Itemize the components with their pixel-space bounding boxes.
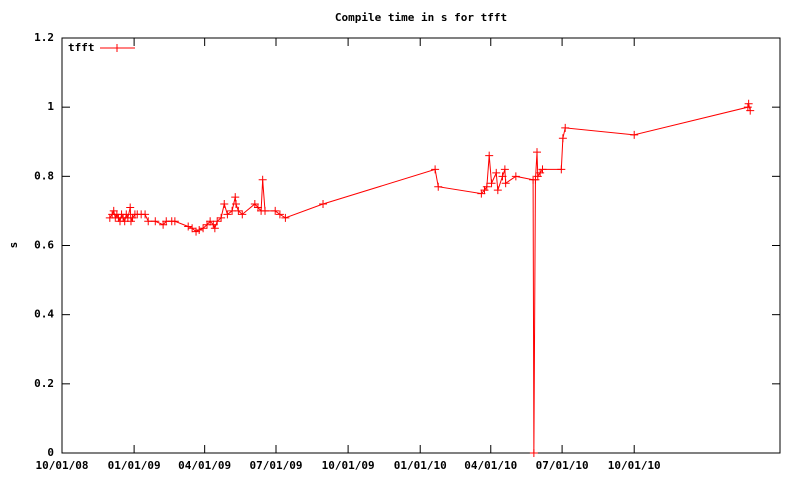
y-tick-label: 0 bbox=[47, 446, 54, 459]
point-marker bbox=[281, 213, 290, 222]
point-marker bbox=[231, 193, 240, 202]
x-tick-label: 01/01/10 bbox=[394, 459, 447, 472]
point-marker bbox=[493, 186, 502, 195]
point-marker bbox=[213, 217, 222, 226]
plot-border bbox=[61, 37, 781, 454]
point-marker bbox=[492, 168, 501, 177]
point-marker bbox=[170, 217, 179, 226]
y-tick-label: 1 bbox=[47, 100, 54, 113]
point-marker bbox=[195, 225, 204, 234]
point-marker bbox=[232, 200, 241, 208]
point-marker bbox=[210, 224, 219, 233]
x-tick-label: 07/01/10 bbox=[536, 459, 589, 472]
x-tick-label: 04/01/10 bbox=[464, 459, 517, 472]
point-marker bbox=[529, 449, 538, 457]
point-marker bbox=[220, 200, 229, 208]
x-tick-label: 04/01/09 bbox=[178, 459, 231, 472]
point-marker bbox=[744, 99, 753, 108]
point-marker bbox=[630, 130, 639, 139]
point-marker bbox=[746, 106, 755, 115]
point-marker bbox=[431, 165, 440, 174]
point-marker bbox=[482, 182, 491, 191]
point-marker bbox=[209, 220, 218, 229]
point-marker bbox=[261, 206, 270, 215]
y-tick-label: 0.8 bbox=[34, 169, 54, 182]
series-line bbox=[109, 103, 751, 454]
point-marker bbox=[561, 123, 570, 132]
x-tick-label: 07/01/09 bbox=[249, 459, 302, 472]
y-tick-label: 1.2 bbox=[34, 31, 54, 44]
point-marker bbox=[151, 217, 160, 226]
x-tick-label: 10/01/10 bbox=[608, 459, 661, 472]
point-marker bbox=[126, 203, 135, 212]
point-marker bbox=[258, 175, 267, 184]
y-axis-label: s bbox=[7, 242, 20, 249]
legend-marker bbox=[113, 44, 121, 52]
x-tick-label: 10/01/08 bbox=[36, 459, 89, 472]
y-tick-label: 0.2 bbox=[34, 377, 54, 390]
point-marker bbox=[487, 179, 496, 188]
point-marker bbox=[271, 206, 280, 215]
point-marker bbox=[485, 151, 494, 160]
point-marker bbox=[533, 148, 542, 157]
y-tick-label: 0.6 bbox=[34, 239, 54, 252]
point-marker bbox=[199, 224, 208, 233]
point-marker bbox=[238, 210, 247, 219]
point-marker bbox=[141, 210, 150, 219]
legend-label: tfft bbox=[68, 41, 95, 54]
point-marker bbox=[319, 200, 328, 208]
point-marker bbox=[434, 182, 443, 191]
point-marker bbox=[538, 165, 547, 174]
point-marker bbox=[501, 179, 510, 188]
x-tick-label: 10/01/09 bbox=[322, 459, 375, 472]
point-marker bbox=[498, 172, 507, 181]
point-marker bbox=[557, 165, 566, 174]
point-marker bbox=[511, 172, 520, 181]
chart-title: Compile time in s for tfft bbox=[335, 11, 507, 24]
y-tick-label: 0.4 bbox=[34, 308, 54, 321]
point-marker bbox=[122, 210, 131, 219]
point-marker bbox=[223, 210, 232, 219]
point-marker bbox=[275, 210, 284, 219]
point-marker bbox=[234, 206, 243, 215]
x-tick-label: 01/01/09 bbox=[108, 459, 161, 472]
point-marker bbox=[558, 134, 567, 143]
point-marker bbox=[217, 213, 226, 222]
point-marker bbox=[126, 217, 135, 226]
point-marker bbox=[144, 217, 153, 226]
point-marker bbox=[188, 224, 197, 233]
point-marker bbox=[184, 222, 193, 231]
point-marker bbox=[500, 165, 509, 174]
